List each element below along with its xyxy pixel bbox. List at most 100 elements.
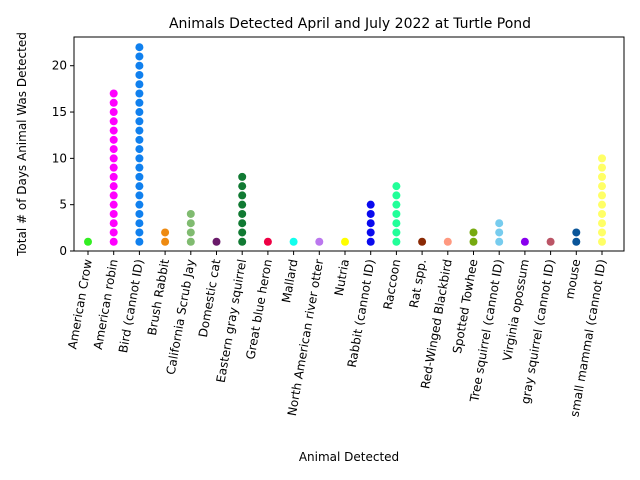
x-tick-label: Bird (cannot ID) [116,258,146,354]
data-point [469,228,478,237]
y-tick-label: 10 [52,151,67,165]
x-tick-label: American robin [91,258,121,351]
data-point [238,191,247,200]
data-point [109,182,118,191]
y-tick-label: 5 [59,198,67,212]
data-point [135,219,144,228]
data-point [341,237,349,246]
data-point [135,237,144,246]
data-point [598,172,606,181]
data-point [109,117,118,126]
data-point [186,237,195,246]
data-point [135,172,144,181]
plot-frame [73,36,625,252]
data-point [418,237,427,246]
data-point [366,200,375,209]
data-point [495,228,504,237]
data-point [392,237,401,246]
data-point [186,228,195,237]
x-axis-label: Animal Detected [299,450,399,464]
data-point [598,154,606,163]
x-tick-label: Virginia opossum [500,258,532,362]
data-point [598,228,606,237]
data-point [598,219,606,228]
data-point [598,200,606,209]
data-point [598,209,606,218]
data-point [263,237,272,246]
y-tick-label: 15 [52,105,67,119]
data-point [212,237,221,246]
data-point [161,228,170,237]
data-point [135,163,144,172]
chart-title: Animals Detected April and July 2022 at … [169,16,531,32]
data-point [495,237,504,246]
data-point [135,80,144,89]
data-point [186,219,195,228]
y-axis: 0 5 10 15 20 [52,59,74,258]
data-point [392,200,401,209]
x-tick-label: mouse [562,258,583,300]
data-point [366,228,375,237]
data-point [109,172,118,181]
data-point [289,237,298,246]
data-point [109,163,118,172]
data-point [135,200,144,209]
data-point [572,237,581,246]
data-point [598,191,606,200]
data-point [135,117,144,126]
data-point [135,154,144,163]
data-point [392,228,401,237]
data-point [135,228,144,237]
data-point [238,237,247,246]
x-tick-label: Spotted Towhee [450,258,480,355]
data-point [520,237,529,246]
data-point [135,135,144,144]
data-point [392,219,401,228]
data-point [598,237,606,246]
x-tick-label: Rat spp. [407,258,429,309]
data-point [135,43,144,52]
data-point [135,126,144,135]
x-tick-label: American Crow [65,258,95,350]
data-point [109,145,118,154]
data-point [135,145,144,154]
data-point [109,200,118,209]
x-tick-label: Great blue heron [243,258,274,360]
data-point [109,98,118,107]
x-tick-label: Raccoon [381,258,404,311]
data-point [392,209,401,218]
data-point [238,209,247,218]
data-point [495,219,504,228]
data-point [109,237,118,246]
data-point [186,209,195,218]
data-point [392,182,401,191]
data-point [469,237,478,246]
data-point [392,191,401,200]
data-point [161,237,170,246]
data-point [135,98,144,107]
data-point [135,108,144,117]
x-tick-label: Nutria [332,258,352,297]
data-point [315,237,324,246]
y-axis-label: Total # of Days Animal Was Detected [15,32,29,257]
data-point [135,209,144,218]
data-point [135,191,144,200]
data-point [135,89,144,98]
data-point [109,228,118,237]
data-point [84,237,92,246]
data-point [109,135,118,144]
data-point [443,237,452,246]
data-point [238,200,247,209]
data-point [135,61,144,70]
y-tick-label: 20 [52,59,67,73]
data-point [109,108,118,117]
data-point [109,154,118,163]
data-point [109,89,118,98]
data-point [109,219,118,228]
data-point [135,182,144,191]
data-point [598,182,606,191]
data-point [135,52,144,61]
data-point [238,228,247,237]
